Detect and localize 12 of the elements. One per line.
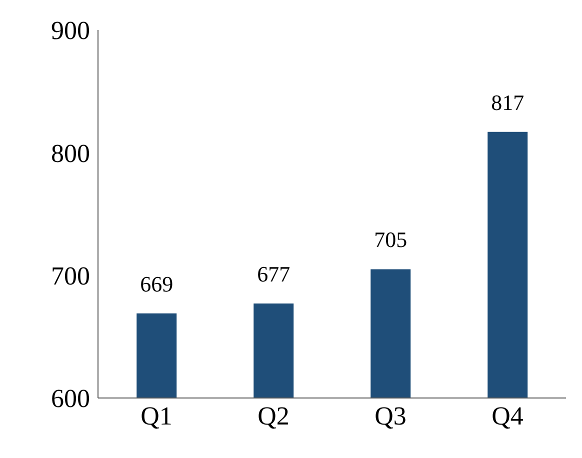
y-tick-label: 900 <box>51 16 90 46</box>
y-tick-label: 800 <box>51 138 90 168</box>
x-tick-label: Q3 <box>374 401 406 430</box>
y-tick-label: 600 <box>51 384 90 414</box>
y-tick-label: 700 <box>51 262 90 291</box>
x-tick-label: Q4 <box>492 401 524 430</box>
data-label: 677 <box>257 262 290 287</box>
data-label: 817 <box>491 90 524 115</box>
data-label: 669 <box>140 271 174 296</box>
x-tick-label: Q1 <box>140 401 172 430</box>
data-label: 705 <box>374 227 408 252</box>
x-tick-label: Q2 <box>258 401 290 430</box>
